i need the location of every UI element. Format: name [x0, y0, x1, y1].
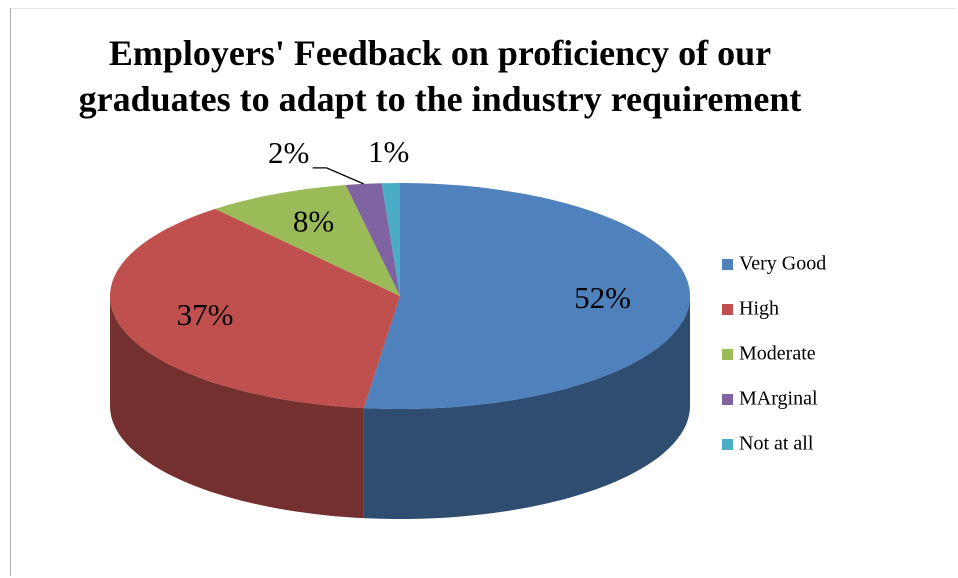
pie-top [110, 208, 400, 409]
legend-label: MArginal [739, 388, 818, 410]
legend-label: Moderate [739, 343, 816, 365]
pie-side-shade [110, 296, 364, 519]
legend-swatch [722, 439, 733, 450]
pie-side [363, 296, 690, 519]
pie-slice [110, 208, 400, 519]
chart-title: Employers' Feedback on proficiency of ou… [78, 33, 802, 119]
legend-swatch [722, 394, 733, 405]
legend-swatch [722, 349, 733, 360]
data-label: 8% [293, 204, 334, 239]
legend-label: Not at all [739, 433, 814, 455]
chart-frame [10, 8, 956, 576]
leader-line [312, 167, 364, 185]
legend-label: High [739, 298, 779, 320]
pie-slice [363, 183, 690, 519]
data-label: 37% [177, 297, 234, 332]
data-label: 2% [268, 135, 309, 170]
data-label: 1% [368, 134, 409, 169]
pie-slice [345, 183, 400, 296]
pie-side [110, 296, 364, 519]
pie-top [381, 183, 400, 296]
pie-top [363, 183, 690, 409]
legend-swatch [722, 259, 733, 270]
pie-top [345, 183, 400, 296]
legend-label: Very Good [739, 253, 826, 275]
pie-top [215, 185, 400, 296]
pie-side-shade [363, 296, 690, 519]
pie-slice [215, 185, 400, 296]
pie-slice [381, 183, 400, 296]
data-label: 52% [574, 280, 631, 315]
legend-swatch [722, 304, 733, 315]
